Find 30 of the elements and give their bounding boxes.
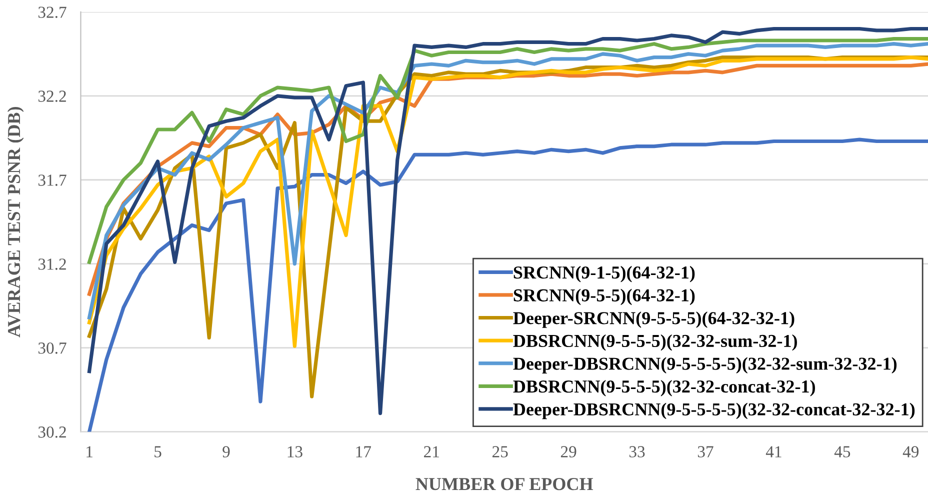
- y-tick-label: 30.2: [38, 426, 66, 438]
- legend-label: SRCNN(9-5-5)(64-32-1): [514, 288, 695, 306]
- y-tick-label: 31.2: [38, 258, 66, 270]
- x-tick-label: 17: [356, 446, 372, 458]
- x-tick-label: 25: [492, 446, 508, 458]
- x-tick-label: 33: [629, 446, 645, 458]
- legend-label: SRCNN(9-1-5)(64-32-1): [514, 266, 695, 282]
- legend-label: Deeper-DBSRCNN(9-5-5-5-5)(32-32-concat-32-32-1): [513, 402, 915, 420]
- line-series: [87, 37, 928, 264]
- x-tick-label: 13: [288, 446, 302, 458]
- x-axis-title: NUMBER OF EPOCH: [416, 478, 593, 490]
- y-tick-label: 31.7: [38, 174, 66, 186]
- legend-label: DBSRCNN(9-5-5-5)(32-32-sum-32-1): [513, 334, 797, 351]
- x-tick-label: 5: [154, 446, 162, 458]
- x-tick-label: 37: [698, 446, 714, 458]
- y-tick-label: 32.2: [38, 90, 66, 102]
- x-tick-label: 21: [424, 446, 439, 458]
- x-tick-label: 1: [86, 446, 92, 458]
- legend-label: Deeper-DBSRCNN(9-5-5-5-5)(32-32-sum-32-32-1): [513, 357, 897, 374]
- y-tick-label: 32.7: [38, 6, 66, 18]
- y-axis-title: AVERAGE TEST PSNR (DB): [7, 107, 24, 338]
- line-series: [87, 138, 928, 432]
- x-tick-label: 29: [560, 446, 576, 458]
- y-tick-label: 30.7: [38, 342, 66, 354]
- x-tick-label: 49: [902, 446, 919, 458]
- x-tick-label: 9: [222, 446, 230, 458]
- x-tick-label: 41: [766, 446, 782, 458]
- x-tick-label: 45: [834, 446, 850, 458]
- legend-label: Deeper-SRCNN(9-5-5-5)(64-32-32-1): [513, 312, 794, 328]
- legend-label: DBSRCNN(9-5-5-5)(32-32-concat-32-1): [513, 380, 815, 396]
